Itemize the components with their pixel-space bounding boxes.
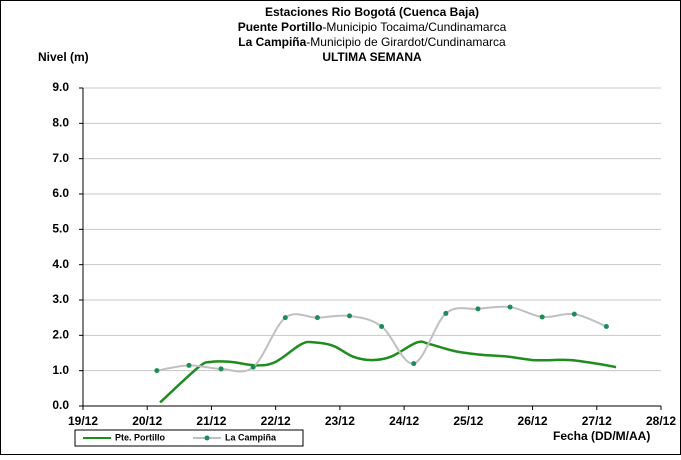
x-tick-label: 21/12 (196, 414, 226, 428)
x-tick-label: 19/12 (68, 414, 98, 428)
point (443, 310, 449, 316)
y-tick-label: 0.0 (52, 398, 69, 412)
point (603, 324, 609, 329)
station-place: -Municipio de Girardot/Cundinamarca (306, 35, 506, 49)
station-line: Puente Portillo-Municipio Tocaima/Cundin… (238, 20, 507, 34)
x-axis-label: Fecha (DD/M/AA) (553, 429, 650, 443)
point (250, 364, 256, 370)
series-line (159, 340, 617, 404)
station-line: La Campiña-Municipio de Girardot/Cundina… (238, 35, 506, 49)
x-tick-label: 25/12 (453, 414, 483, 428)
point (571, 311, 577, 317)
y-tick-label: 7.0 (52, 151, 69, 165)
legend-label: La Campiña (225, 432, 277, 442)
period: ULTIMA SEMANA (322, 50, 422, 64)
y-tick-label: 3.0 (52, 292, 69, 306)
y-tick-label: 8.0 (52, 116, 69, 130)
x-tick-label: 26/12 (518, 414, 548, 428)
x-tick-label: 22/12 (261, 414, 291, 428)
x-tick-label: 23/12 (325, 414, 355, 428)
point (154, 368, 160, 374)
point (314, 315, 320, 321)
station-name: La Campiña (238, 35, 306, 49)
point (411, 361, 417, 367)
y-axis-label: Nivel (m) (38, 50, 89, 64)
y-tick-label: 2.0 (52, 328, 69, 342)
legend-label: Pte. Portillo (115, 432, 166, 442)
point (475, 306, 481, 312)
x-tick-label: 24/12 (389, 414, 419, 428)
point (539, 314, 545, 320)
x-tick-label: 27/12 (582, 414, 612, 428)
legend-box (74, 429, 304, 447)
station-name: Puente Portillo (238, 20, 323, 34)
point (186, 362, 192, 368)
y-tick-label: 9.0 (52, 80, 69, 94)
chart-title: Estaciones Rio Bogotá (Cuenca Baja) (265, 5, 479, 19)
point (218, 366, 224, 372)
point (347, 313, 353, 319)
y-tick-label: 1.0 (52, 363, 69, 377)
point (282, 315, 288, 321)
x-tick-label: 28/12 (646, 414, 676, 428)
y-tick-label: 4.0 (52, 257, 69, 271)
x-tick-label: 20/12 (132, 414, 162, 428)
point (507, 304, 513, 310)
y-tick-label: 5.0 (52, 222, 69, 236)
y-tick-label: 6.0 (52, 186, 69, 200)
station-place: -Municipio Tocaima/Cundinamarca (322, 20, 506, 34)
legend-marker (204, 435, 210, 441)
point (379, 324, 385, 329)
